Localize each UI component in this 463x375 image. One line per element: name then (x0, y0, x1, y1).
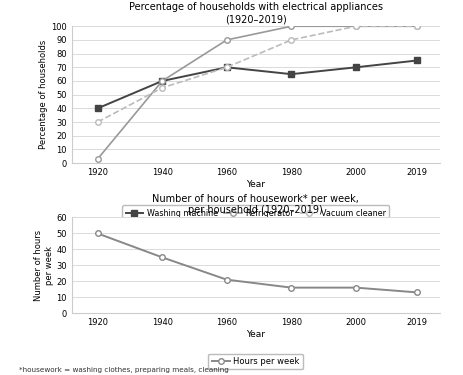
Text: *housework = washing clothes, preparing meals, cleaning: *housework = washing clothes, preparing … (19, 367, 228, 373)
Legend: Washing machine, Refrigerator, Vacuum cleaner: Washing machine, Refrigerator, Vacuum cl… (122, 206, 389, 221)
Title: Number of hours of housework* per week,
per household (1920–2019): Number of hours of housework* per week, … (152, 194, 359, 215)
Y-axis label: Number of hours
per week: Number of hours per week (34, 230, 54, 301)
Y-axis label: Percentage of households: Percentage of households (39, 40, 48, 149)
X-axis label: Year: Year (246, 330, 265, 339)
Title: Percentage of households with electrical appliances
(1920–2019): Percentage of households with electrical… (129, 3, 383, 24)
X-axis label: Year: Year (246, 180, 265, 189)
Legend: Hours per week: Hours per week (208, 354, 303, 369)
